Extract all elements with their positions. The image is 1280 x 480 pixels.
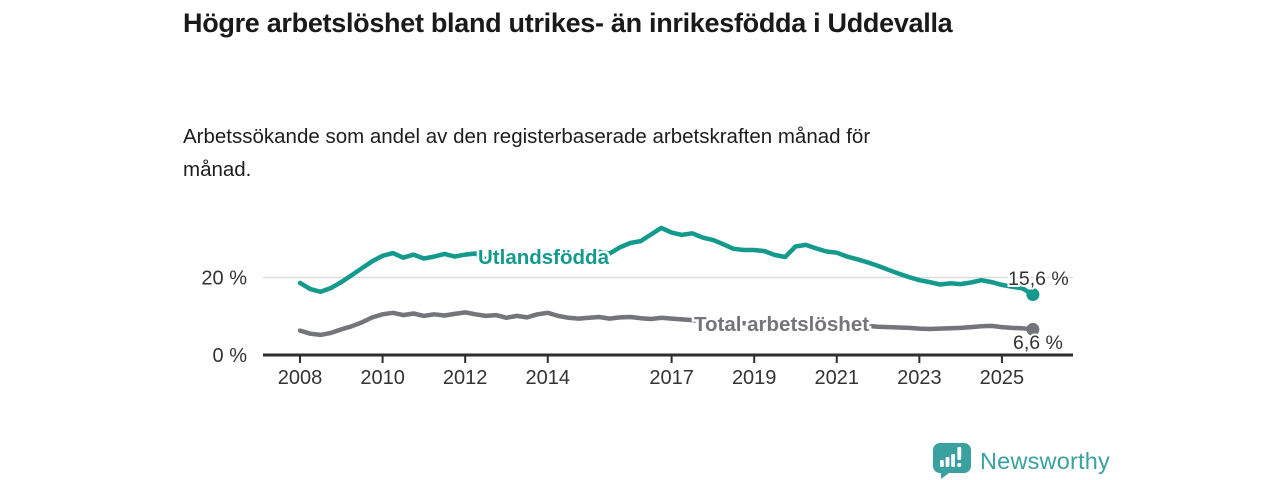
series-line-1: [297, 310, 1036, 338]
series-end-value-label-1: 6,6 %: [1013, 332, 1063, 354]
series-label-1: Total arbetslöshet: [694, 313, 869, 336]
series-end-dot-0: [1026, 288, 1040, 302]
x-axis-label: 2017: [649, 367, 694, 389]
newsworthy-logo-icon: [933, 443, 971, 479]
x-axis-label: 2021: [815, 367, 860, 389]
series-end-value-label-0: 15,6 %: [1008, 268, 1069, 290]
series-end-dot-1: [1026, 322, 1040, 336]
x-axis-label: 2023: [897, 367, 942, 389]
x-axis-label: 2008: [278, 367, 323, 389]
y-axis-label: 0 %: [213, 345, 248, 367]
x-axis-label: 2019: [732, 367, 777, 389]
series-line-0: [297, 225, 1036, 297]
series-label-0: Utlandsfödda: [478, 246, 610, 269]
bar-3: [951, 454, 955, 467]
x-axis-label: 2012: [443, 367, 488, 389]
bar-1: [940, 460, 944, 467]
chart-title: Högre arbetslöshet bland utrikes- än inr…: [183, 8, 953, 38]
exclamation-stem: [957, 447, 962, 460]
x-axis-label: 2025: [980, 367, 1025, 389]
y-axis-label: 20 %: [201, 268, 247, 290]
newsworthy-logo-text: Newsworthy: [980, 447, 1110, 474]
exclamation-dot: [957, 463, 962, 467]
chart-subtitle: Arbetssökande som andel av den registerb…: [183, 125, 871, 182]
bar-2: [945, 457, 950, 467]
x-axis-label: 2014: [525, 367, 570, 389]
newsworthy-logo: Newsworthy: [933, 443, 1110, 479]
x-axis-label: 2010: [360, 367, 405, 389]
